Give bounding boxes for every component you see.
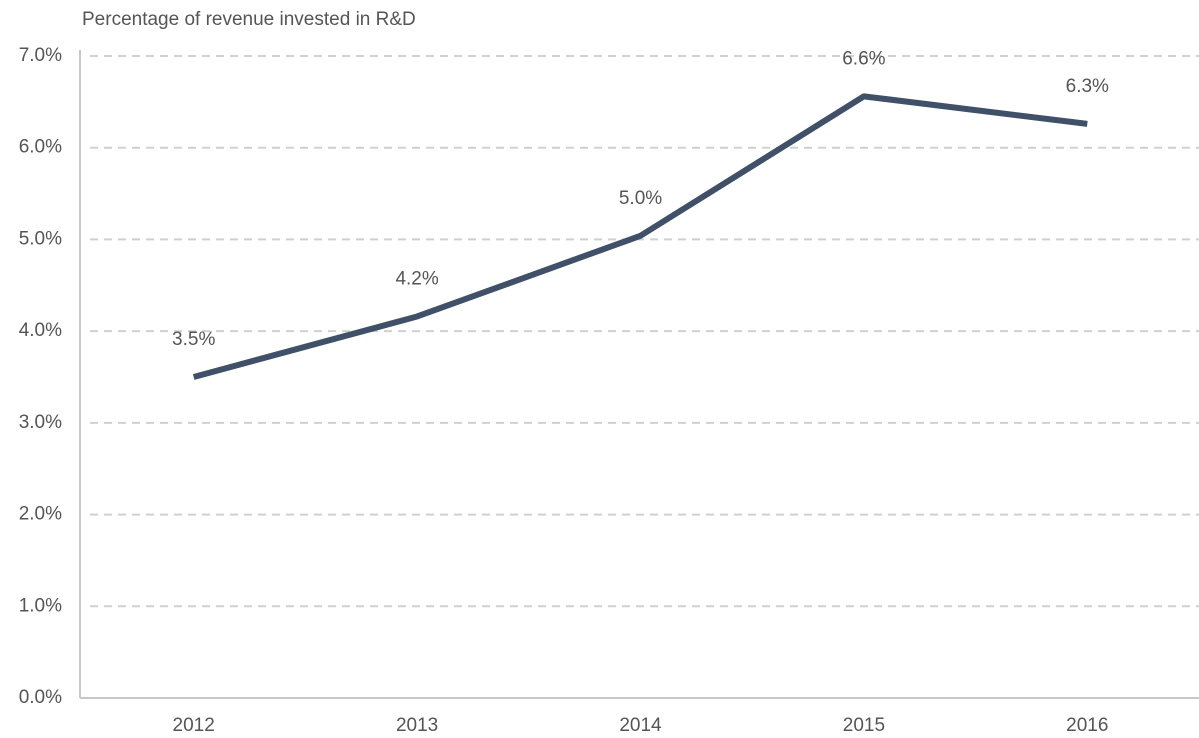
data-label: 3.5% xyxy=(172,329,215,350)
y-tick-label: 6.0% xyxy=(19,137,62,158)
data-label: 4.2% xyxy=(395,268,438,289)
chart-title: Percentage of revenue invested in R&D xyxy=(82,9,416,30)
x-tick-label: 2013 xyxy=(396,715,438,736)
y-tick-label: 2.0% xyxy=(19,504,62,525)
x-tick-label: 2015 xyxy=(843,715,885,736)
y-tick-label: 5.0% xyxy=(19,228,62,249)
y-tick-label: 0.0% xyxy=(19,687,62,708)
y-tick-label: 7.0% xyxy=(19,45,62,66)
y-tick-label: 1.0% xyxy=(19,595,62,616)
data-label: 5.0% xyxy=(619,188,662,209)
data-label: 6.6% xyxy=(842,48,885,69)
data-line xyxy=(192,93,1088,380)
x-tick-label: 2016 xyxy=(1066,715,1108,736)
x-tick-label: 2014 xyxy=(619,715,662,736)
y-tick-label: 3.0% xyxy=(19,412,62,433)
data-label: 6.3% xyxy=(1066,76,1109,97)
y-tick-label: 4.0% xyxy=(19,320,62,341)
x-tick-label: 2012 xyxy=(173,715,215,736)
